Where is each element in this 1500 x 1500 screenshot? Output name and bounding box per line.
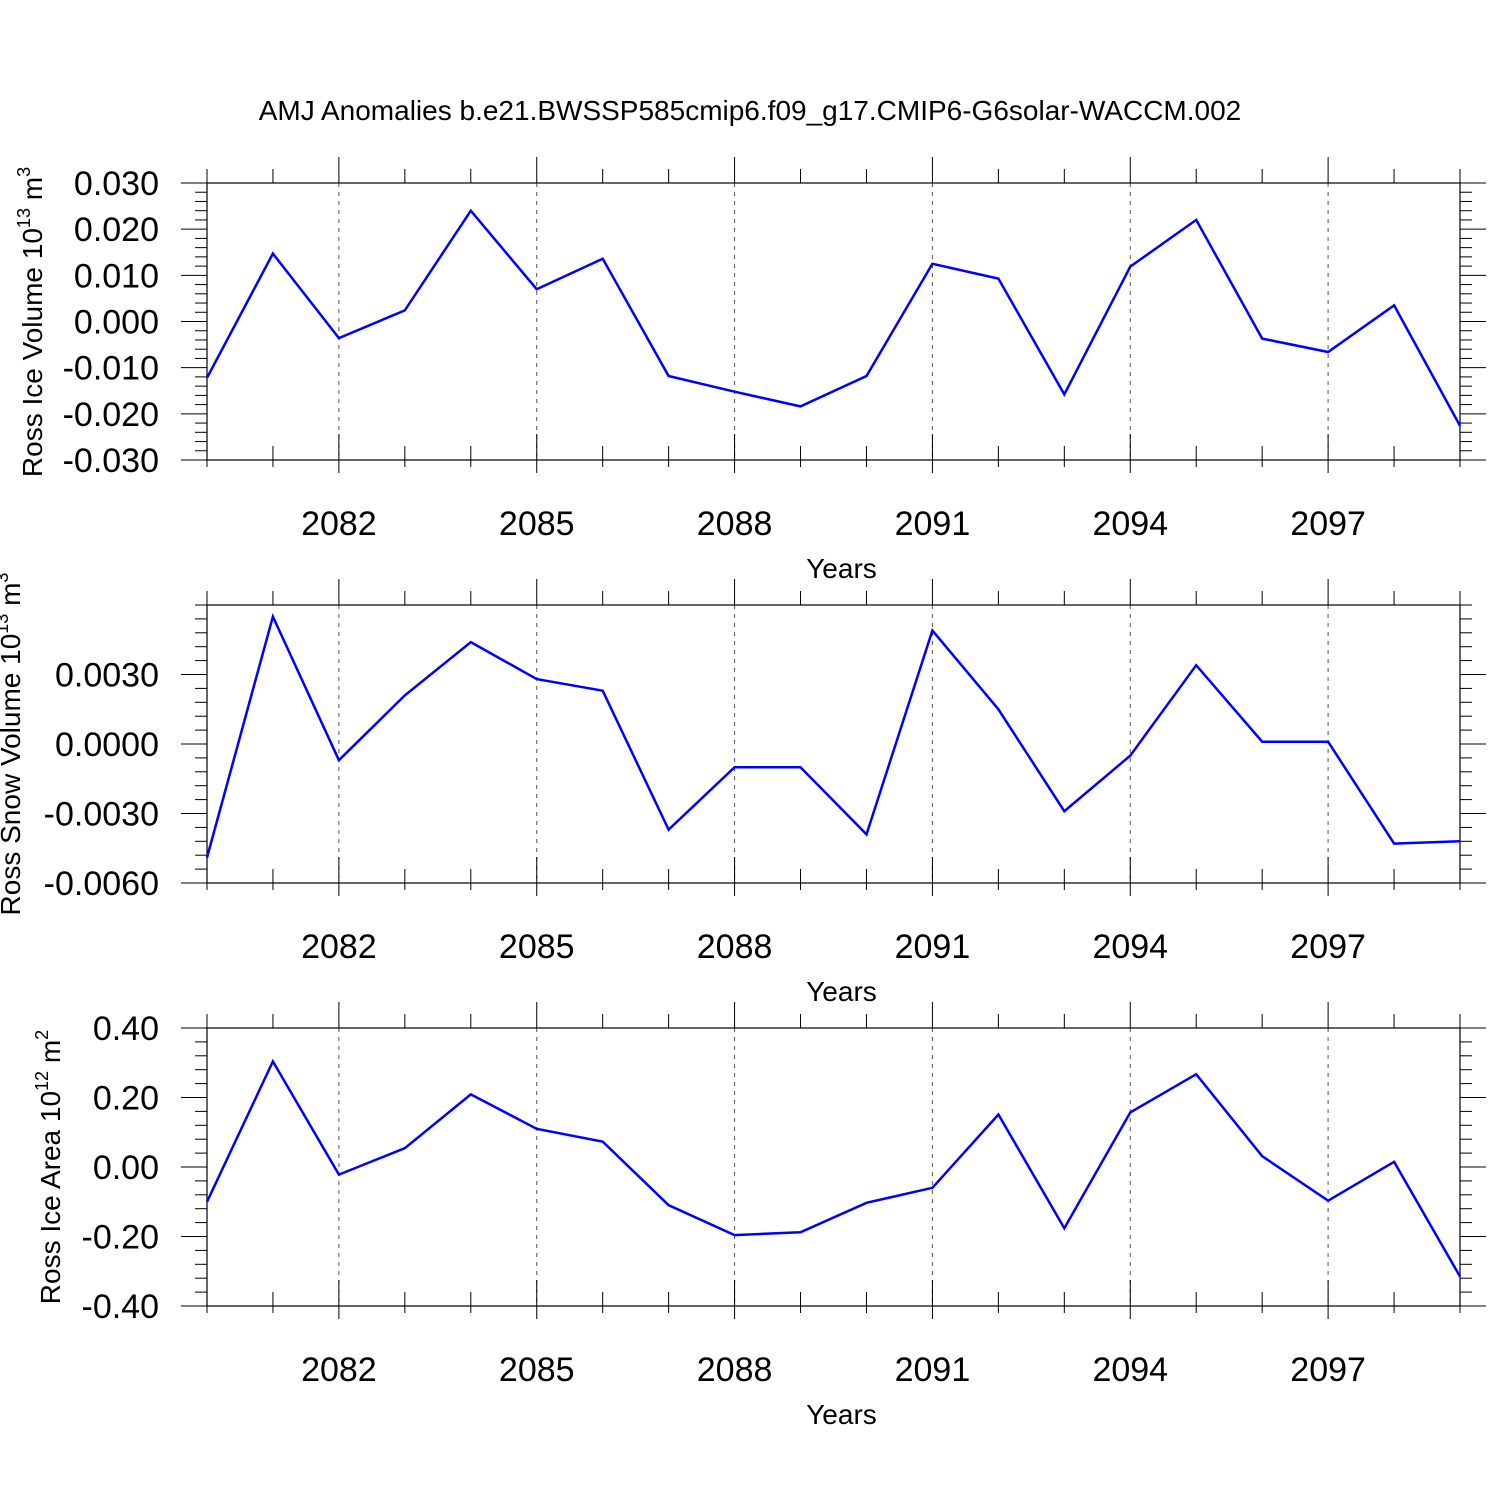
- x-axis-title: Years: [806, 976, 877, 1007]
- y-tick-label: 0.030: [74, 165, 159, 203]
- x-tick-label: 2094: [1092, 505, 1168, 543]
- y-tick-label: -0.0060: [44, 865, 159, 903]
- x-tick-label: 2097: [1290, 1351, 1366, 1389]
- x-tick-label: 2088: [697, 505, 773, 543]
- x-tick-label: 2097: [1290, 928, 1366, 966]
- series-line: [205, 1058, 1462, 1278]
- y-axis-title: Ross Ice Area 1012 m2: [32, 1030, 66, 1304]
- ice-area-panel: 2082 2085 2088 2091 2094 2097 -0.40 -0.20 0.00 0.…: [32, 1002, 1486, 1430]
- y-tick-label: 0.40: [93, 1010, 159, 1048]
- x-tick-label: 2088: [697, 928, 773, 966]
- y-axis-title: Ross Ice Volume 1013 m3: [14, 167, 48, 477]
- y-tick-label: 0.00: [93, 1149, 159, 1187]
- y-tick-label: 0.010: [74, 257, 159, 295]
- series-line: [205, 208, 1462, 427]
- x-tick-label: 2082: [301, 505, 377, 543]
- y-tick-label: 0.20: [93, 1080, 159, 1118]
- series-line: [205, 612, 1461, 858]
- y-tick-label: -0.40: [82, 1288, 160, 1326]
- x-tick-label: 2088: [697, 1351, 773, 1389]
- y-tick-label: 0.0030: [55, 657, 159, 695]
- y-tick-label: -0.010: [63, 350, 159, 388]
- x-tick-label: 2082: [301, 1351, 377, 1389]
- y-tick-label: 0.0000: [55, 726, 159, 764]
- x-tick-label: 2091: [895, 505, 971, 543]
- x-tick-label: 2094: [1092, 1351, 1168, 1389]
- x-tick-label: 2094: [1092, 928, 1168, 966]
- x-tick-label: 2097: [1290, 505, 1366, 543]
- y-tick-label: -0.0030: [44, 796, 159, 834]
- x-axis-title: Years: [806, 1399, 877, 1430]
- plot-frame: [206, 182, 1461, 461]
- plot-frame: [206, 1027, 1461, 1307]
- x-tick-label: 2085: [499, 1351, 575, 1389]
- x-axis-title: Years: [806, 553, 877, 584]
- y-tick-label: 0.000: [74, 304, 159, 342]
- x-tick-label: 2091: [895, 928, 971, 966]
- plot-frame: [206, 604, 1461, 884]
- x-tick-label: 2091: [895, 1351, 971, 1389]
- y-axis-title: Ross Snow Volume 1013 m3: [0, 573, 26, 916]
- x-tick-label: 2082: [301, 928, 377, 966]
- x-tick-label: 2085: [499, 505, 575, 543]
- y-tick-label: -0.20: [82, 1219, 160, 1257]
- y-tick-label: -0.030: [63, 442, 159, 480]
- x-tick-label: 2085: [499, 928, 575, 966]
- y-tick-label: -0.020: [63, 396, 159, 434]
- y-tick-label: 0.020: [74, 211, 159, 249]
- figure-title: AMJ Anomalies b.e21.BWSSP585cmip6.f09_g1…: [259, 95, 1242, 126]
- ice-volume-panel: 2082 2085 2088 2091 2094 2097 -0.030 -0.020 -0.0…: [14, 157, 1486, 584]
- snow-volume-panel: 2082 2085 2088 2091 2094 2097 -0.0060 -0.0030 0.…: [0, 573, 1486, 1007]
